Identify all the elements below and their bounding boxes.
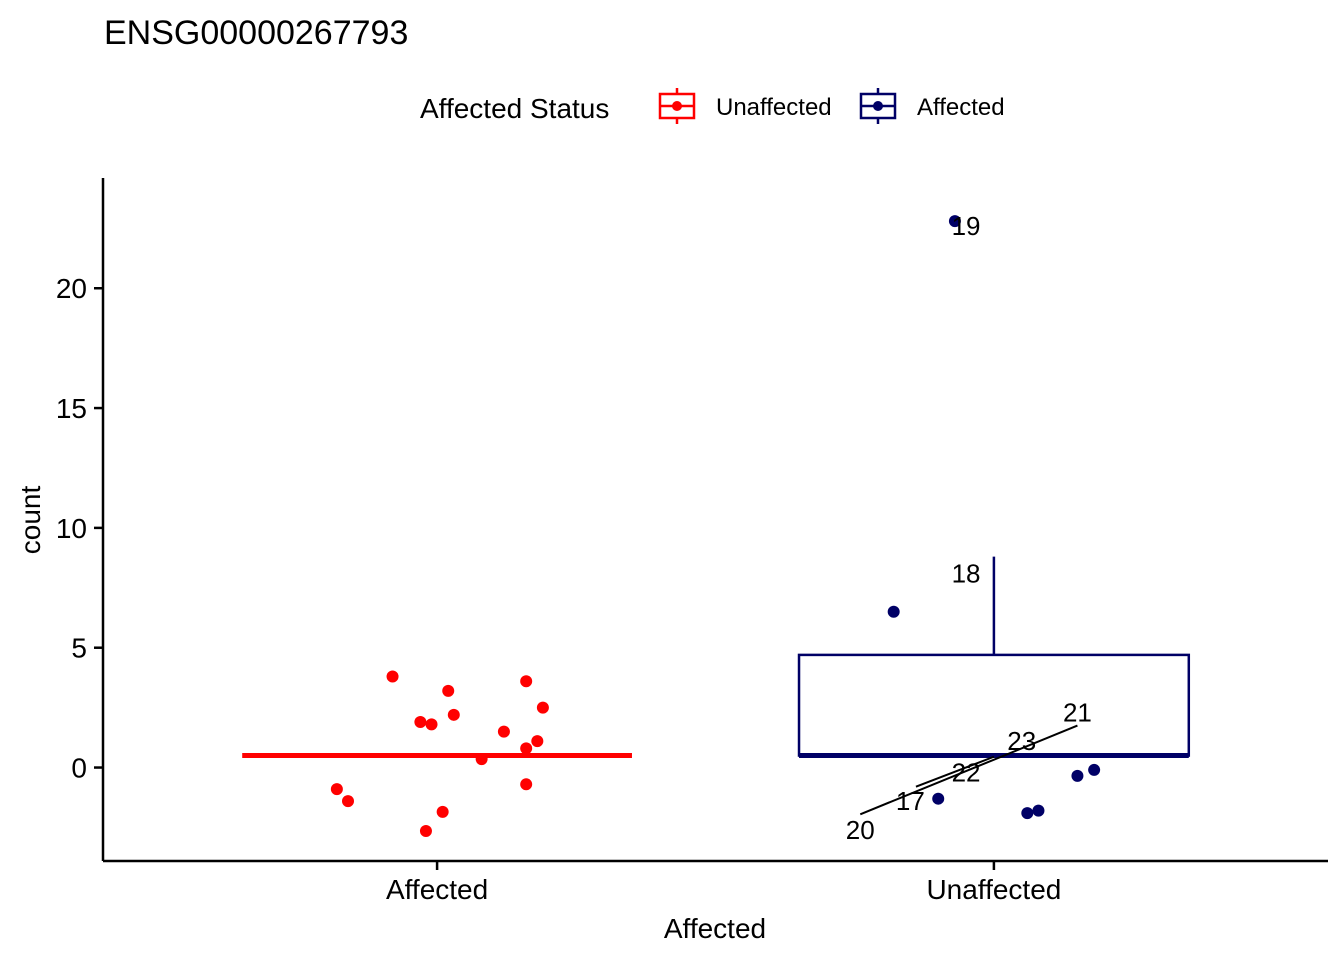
point-label: 23 <box>1007 726 1036 756</box>
legend-label-affected: Affected <box>917 94 1005 121</box>
data-point <box>497 725 510 738</box>
data-point <box>1088 763 1101 776</box>
y-tick-label: 0 <box>71 753 87 784</box>
legend-label-unaffected: Unaffected <box>716 94 832 121</box>
y-tick-label: 20 <box>56 273 87 304</box>
legend-key-unaffected-icon <box>658 88 696 124</box>
legend-key-affected-icon <box>859 88 897 124</box>
point-label: 22 <box>952 757 981 787</box>
data-point <box>436 805 449 818</box>
data-point <box>1071 769 1084 782</box>
legend-item-unaffected: Unaffected <box>658 88 832 124</box>
data-point <box>442 684 455 697</box>
label-leader-line <box>915 755 995 788</box>
plot-area: 19 18 21 23 22 17 20 <box>242 211 1191 845</box>
x-axis-ticks: Affected Unaffected <box>386 861 1061 905</box>
data-point <box>932 792 945 805</box>
data-point <box>520 742 533 755</box>
data-point <box>1032 804 1045 817</box>
group-affected <box>242 670 632 838</box>
data-point <box>414 716 427 729</box>
data-point <box>447 708 460 721</box>
data-point <box>520 675 533 688</box>
data-point <box>948 215 961 228</box>
data-point <box>425 718 438 731</box>
point-label: 17 <box>896 786 925 816</box>
legend-title: Affected Status <box>420 93 609 124</box>
y-axis-title: count <box>15 486 46 555</box>
y-tick-label: 5 <box>71 633 87 664</box>
x-tick-label: Affected <box>386 874 488 905</box>
data-point <box>531 735 544 748</box>
data-point <box>520 778 533 791</box>
y-axis-ticks: 0 5 10 15 20 <box>56 273 103 784</box>
legend-item-affected: Affected <box>859 88 1005 124</box>
y-tick-label: 15 <box>56 393 87 424</box>
data-point <box>536 701 549 714</box>
point-label: 19 <box>952 211 981 241</box>
point-label: 21 <box>1063 697 1092 727</box>
x-axis-title: Affected <box>664 913 766 944</box>
chart-title: ENSG00000267793 <box>104 14 408 52</box>
y-tick-label: 10 <box>56 513 87 544</box>
data-point <box>887 605 900 618</box>
data-point <box>419 825 432 838</box>
data-point <box>330 783 343 796</box>
data-point <box>342 795 354 808</box>
data-point <box>475 753 488 766</box>
legend: Affected Status Unaffected Affected <box>420 88 1005 124</box>
point-label: 20 <box>846 815 875 845</box>
data-point <box>386 670 399 683</box>
x-tick-label: Unaffected <box>926 874 1061 905</box>
label-leader-line <box>859 724 1078 816</box>
box-iqr <box>797 653 1191 757</box>
point-label: 18 <box>952 558 981 588</box>
data-point <box>1021 807 1034 820</box>
group-unaffected: 19 18 21 23 22 17 20 <box>797 211 1191 845</box>
